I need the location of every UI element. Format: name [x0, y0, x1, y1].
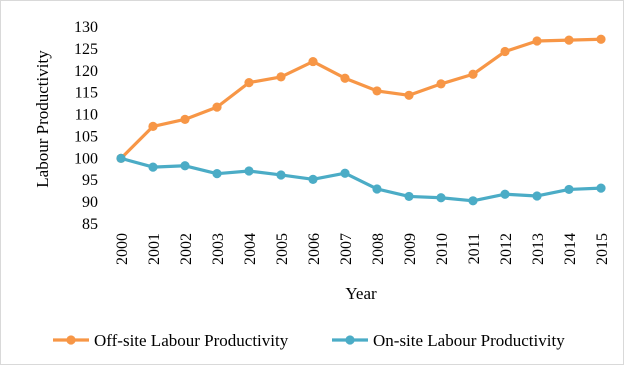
y-tick-label: 105: [74, 128, 98, 145]
x-tick-label: 2003: [210, 233, 227, 265]
x-tick-label: 2000: [114, 233, 131, 265]
data-point: [276, 72, 286, 82]
data-point: [308, 56, 318, 67]
x-axis-title: Year: [345, 284, 377, 303]
x-tick-label: 2001: [146, 233, 163, 265]
data-point: [180, 161, 190, 171]
y-tick-label: 90: [82, 194, 98, 211]
legend-swatch-marker: [66, 335, 76, 345]
data-point: [564, 35, 574, 45]
x-tick-label: 2009: [402, 233, 419, 265]
legend-label: Off-site Labour Productivity: [94, 331, 289, 350]
y-tick-label: 95: [82, 172, 98, 189]
y-tick-label: 85: [82, 216, 98, 233]
data-point: [500, 189, 510, 199]
x-axis-tick-labels: 2000 2001 2002 2003 2004 2005 2006 2007 2008 2009…: [114, 233, 611, 265]
series-line-1: [119, 37, 603, 160]
data-point: [340, 73, 350, 83]
x-tick-label: 2007: [338, 233, 355, 265]
series-line-2: [119, 156, 603, 203]
data-point: [372, 184, 382, 194]
y-tick-label: 110: [75, 107, 98, 124]
x-tick-label: 2015: [594, 233, 611, 265]
y-axis-tick-labels: 85 90 95 100 105 110 115 120 125 130: [74, 19, 98, 233]
x-tick-label: 2011: [466, 233, 483, 264]
data-point: [564, 184, 574, 195]
x-tick-label: 2006: [306, 233, 323, 265]
data-point: [244, 77, 254, 88]
data-point: [148, 162, 158, 172]
data-point: [212, 102, 222, 112]
x-tick-label: 2008: [370, 233, 387, 265]
data-point: [532, 191, 542, 201]
legend-label: On-site Labour Productivity: [373, 331, 565, 350]
data-point: [596, 183, 606, 193]
data-point: [212, 169, 222, 179]
data-point: [404, 90, 414, 100]
x-tick-label: 2013: [530, 233, 547, 265]
x-tick-label: 2014: [562, 233, 579, 265]
data-point: [308, 174, 318, 184]
legend: Off-site Labour Productivity On-site Labo…: [53, 331, 565, 350]
data-point: [500, 46, 510, 57]
data-point: [436, 79, 446, 89]
data-point: [148, 121, 158, 131]
data-point: [244, 166, 254, 176]
data-point: [180, 114, 190, 124]
x-tick-label: 2004: [242, 233, 259, 265]
y-axis-title: Labour Productivity: [33, 50, 52, 188]
y-tick-label: 100: [74, 150, 98, 167]
y-tick-label: 115: [75, 85, 98, 102]
x-tick-label: 2005: [274, 233, 291, 265]
y-tick-label: 125: [74, 41, 98, 58]
data-point: [436, 193, 446, 203]
plot-area: [116, 34, 606, 206]
data-point: [532, 36, 542, 46]
data-point: [372, 86, 382, 96]
data-point: [596, 34, 606, 44]
x-tick-label: 2010: [434, 233, 451, 265]
x-tick-label: 2012: [498, 233, 515, 265]
data-point: [468, 69, 478, 79]
x-tick-label: 2002: [178, 233, 195, 265]
data-point: [276, 170, 286, 180]
y-tick-label: 130: [74, 19, 98, 36]
data-point: [404, 191, 414, 202]
data-point: [116, 153, 126, 163]
y-tick-label: 120: [74, 63, 98, 80]
data-point: [468, 196, 478, 206]
legend-swatch-marker: [345, 335, 355, 345]
data-point: [340, 168, 350, 178]
